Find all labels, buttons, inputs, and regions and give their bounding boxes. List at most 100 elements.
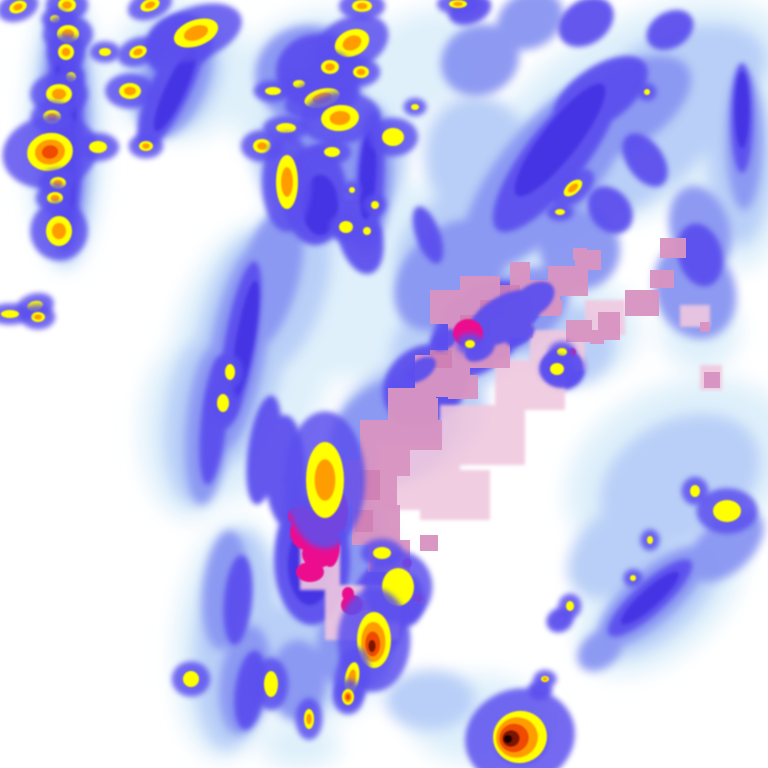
storm-cell-intensity-ring (329, 110, 351, 126)
storm-cell-intensity-ring (713, 500, 741, 522)
storm-cell-rings (99, 48, 111, 56)
precip-blob (223, 555, 253, 645)
precip-blob (646, 10, 694, 50)
storm-cell-rings (465, 340, 475, 348)
storm-cell-rings (321, 104, 359, 132)
storm-cell-rings (382, 128, 404, 146)
precip-blob (404, 356, 436, 384)
storm-cell-rings (411, 104, 419, 110)
storm-cell-intensity-ring (41, 145, 59, 159)
storm-cell-rings (555, 209, 565, 215)
precip-blob (621, 571, 679, 625)
mixed-precip-pixel-patch (704, 372, 720, 388)
storm-cell-intensity-ring (144, 1, 156, 9)
storm-cell-intensity-ring (61, 47, 71, 57)
storm-cell (355, 220, 379, 242)
storm-cell (360, 538, 404, 568)
storm-cell (341, 57, 381, 87)
storm-cell-intensity-ring (314, 459, 336, 501)
storm-cell (681, 476, 709, 506)
precip-blob (440, 24, 520, 96)
storm-cell-rings (264, 671, 278, 697)
storm-cell (127, 0, 173, 21)
storm-cell-rings (550, 363, 564, 375)
storm-cell-rings (371, 201, 379, 209)
precip-blob (153, 48, 197, 132)
storm-cell-intensity-ring (225, 364, 235, 380)
precip-blob (385, 670, 475, 730)
precip-blob (432, 329, 458, 351)
storm-cell-rings (139, 141, 153, 151)
precip-blob (511, 281, 555, 319)
storm-cell (0, 303, 32, 325)
storm-cell-intensity-ring (647, 536, 653, 544)
storm-cell-intensity-ring (371, 201, 379, 209)
storm-cell-intensity-ring (465, 340, 475, 348)
storm-cell-intensity-ring (183, 25, 209, 41)
precip-blob (496, 0, 564, 50)
storm-cell-intensity-ring (217, 394, 229, 412)
storm-cell-rings (140, 0, 160, 12)
storm-cell-rings (630, 575, 636, 581)
storm-cell-intensity-ring (324, 147, 340, 157)
storm-cell (308, 51, 352, 83)
storm-cell-rings (265, 87, 281, 95)
storm-cell-intensity-ring (13, 3, 23, 11)
storm-cell-intensity-ring (183, 671, 199, 687)
storm-cell-intensity-ring (142, 143, 150, 149)
storm-cell-rings (1, 310, 19, 318)
storm-cell-rings (690, 485, 700, 497)
storm-cell-intensity-ring (342, 35, 362, 51)
storm-cell (640, 529, 660, 551)
storm-cell-intensity-ring (276, 123, 296, 133)
storm-cell-intensity-ring (557, 348, 567, 356)
storm-cell-intensity-ring (630, 575, 636, 581)
storm-cell-intensity-ring (503, 734, 513, 744)
mixed-precip-pixel-patch (440, 405, 525, 465)
storm-cell-intensity-ring (50, 194, 60, 202)
storm-cell-rings (129, 45, 147, 59)
storm-cell-rings (321, 60, 339, 74)
storm-cell-rings (276, 123, 296, 133)
storm-cell (332, 679, 364, 715)
storm-cell (171, 661, 211, 697)
storm-cell (216, 354, 244, 390)
storm-cell (342, 180, 362, 200)
storm-cell (284, 411, 366, 549)
storm-cell-rings (46, 84, 72, 104)
mixed-precip-pixel-patch (566, 320, 592, 342)
storm-cell (623, 568, 643, 588)
precip-blob (735, 72, 749, 148)
storm-cell-rings (647, 536, 653, 544)
storm-cell-intensity-ring (133, 48, 143, 56)
storm-cell (253, 657, 289, 711)
storm-cell-intensity-ring (373, 547, 391, 559)
storm-cell-intensity-ring (257, 142, 267, 150)
storm-cell (128, 133, 164, 159)
storm-cell-rings (334, 28, 370, 58)
storm-cell-intensity-ring (644, 89, 650, 95)
storm-cell-intensity-ring (542, 677, 548, 681)
mixed-precip-pixel-patch (680, 305, 710, 327)
precip-blob (412, 206, 444, 264)
storm-cell-rings (119, 83, 141, 99)
storm-cell (117, 36, 159, 68)
mixed-precip-pixel-patch (590, 330, 604, 344)
storm-cell-rings (225, 364, 235, 380)
precip-blob (505, 323, 535, 347)
precip-blob (677, 223, 723, 287)
storm-cell (539, 354, 575, 384)
mixed-precip-pixel-patch (448, 375, 478, 399)
storm-cell-intensity-ring (51, 222, 67, 240)
mixed-precip-pixel-patch (636, 300, 656, 316)
storm-cell (558, 593, 582, 619)
precip-blob (342, 587, 354, 601)
storm-cell-rings (449, 0, 467, 8)
storm-cell-intensity-ring (62, 1, 72, 9)
mixed-precip-pixel-patch (573, 248, 587, 260)
storm-cell (253, 80, 293, 102)
storm-cell-intensity-ring (89, 141, 107, 153)
storm-cell (299, 91, 381, 145)
storm-cell-intensity-ring (51, 88, 67, 100)
storm-cell-rings (9, 0, 27, 14)
